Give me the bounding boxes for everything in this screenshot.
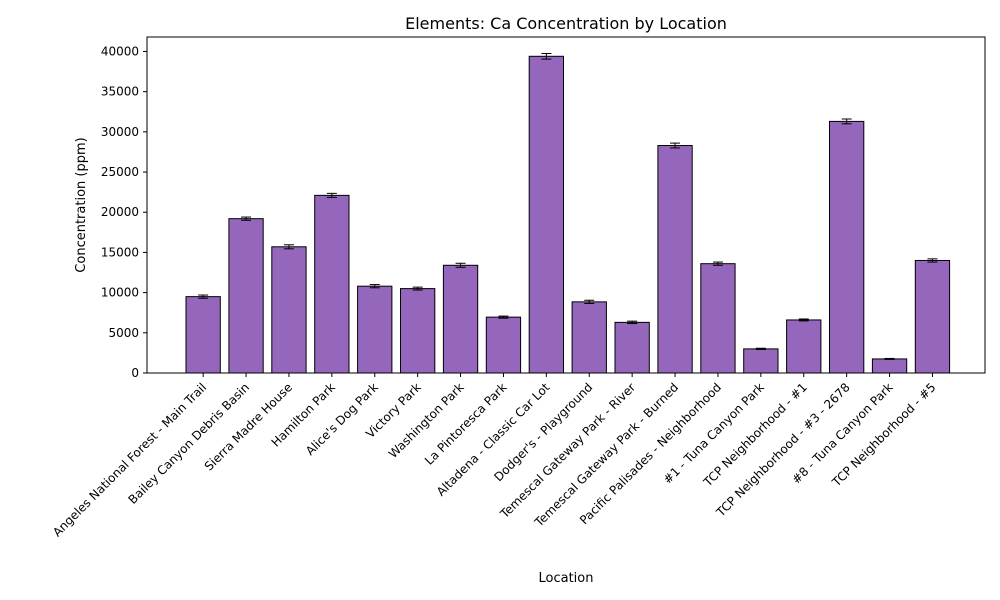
error-bars-layer [198,52,938,360]
bar-7 [485,316,522,374]
y-axis: 0 5000 10000 15000 20000 25000 30000 35000 40000 [101,44,147,380]
bar-10 [614,321,650,374]
bar-1 [228,218,264,374]
chart-title: Elements: Ca Concentration by Location [405,14,727,33]
bar-3 [314,194,350,374]
bar-16 [871,358,908,374]
y-tick-label-5: 25000 [101,165,139,179]
bar-12 [700,263,736,374]
y-tick-label-1: 5000 [108,326,139,340]
plot-frame [146,36,986,374]
bar-2 [271,246,307,374]
y-tick-label-4: 20000 [101,205,139,219]
bar-17 [914,259,951,374]
bar-4 [357,285,393,374]
bar-6 [442,264,479,374]
y-tick-label-6: 30000 [101,125,139,139]
bar-9 [571,301,607,374]
y-tick-label-2: 10000 [101,286,139,300]
x-tick-label-0: Angeles National Forest - Main Trail [50,380,209,539]
bars-layer [185,55,951,374]
x-tick-label-4: Alice's Dog Park [303,380,381,458]
x-axis: Angeles National Forest - Main TrailBail… [50,373,939,539]
bar-11 [657,145,693,374]
bar-14 [786,319,822,374]
bar-8 [528,55,565,374]
y-tick-label-0: 0 [131,366,139,380]
y-tick-label-7: 35000 [101,85,139,99]
y-tick-label-8: 40000 [101,44,139,58]
x-tick-label-6: Washington Park [386,380,467,461]
bar-0 [185,296,221,374]
bar-15 [829,120,865,374]
bar-5 [400,288,436,374]
y-axis-label: Concentration (ppm) [74,137,89,272]
x-axis-label: Location [539,571,594,586]
x-tick-label-7: La Pintoresca Park [422,380,510,468]
bar-13 [743,348,779,374]
y-tick-label-3: 15000 [101,245,139,259]
